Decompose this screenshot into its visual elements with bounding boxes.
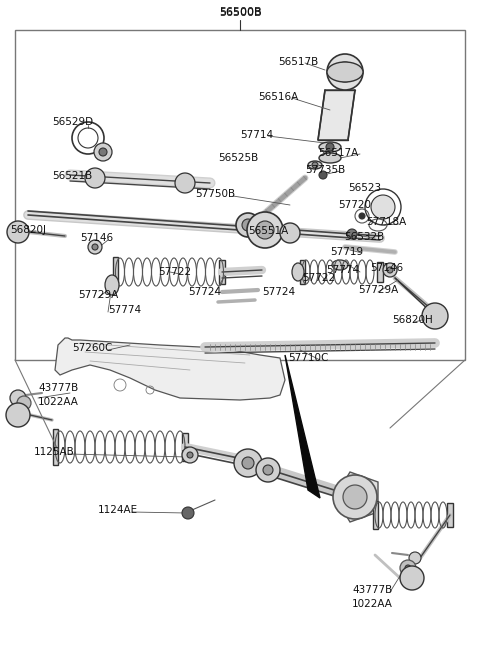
Circle shape	[280, 223, 300, 243]
Circle shape	[256, 458, 280, 482]
Bar	[447, 503, 453, 527]
Text: 1022AA: 1022AA	[38, 397, 79, 407]
Circle shape	[256, 221, 274, 239]
Text: 57735B: 57735B	[305, 165, 345, 175]
Text: 57146: 57146	[80, 233, 113, 243]
Text: 57724: 57724	[188, 287, 221, 297]
Text: 56820J: 56820J	[10, 225, 46, 235]
Polygon shape	[318, 90, 355, 140]
Circle shape	[335, 62, 355, 82]
Text: 56516A: 56516A	[258, 92, 298, 102]
Text: 56529D: 56529D	[52, 117, 93, 127]
Text: 56517B: 56517B	[278, 57, 318, 67]
Bar	[377, 262, 383, 282]
Text: 57710C: 57710C	[288, 353, 328, 363]
Circle shape	[182, 447, 198, 463]
Circle shape	[409, 552, 421, 564]
Circle shape	[312, 162, 318, 168]
Circle shape	[99, 148, 107, 156]
Circle shape	[242, 457, 254, 469]
Circle shape	[359, 213, 365, 219]
Circle shape	[333, 475, 377, 519]
Text: 57719: 57719	[330, 247, 363, 257]
Circle shape	[242, 219, 254, 231]
Bar	[219, 260, 225, 284]
Circle shape	[400, 560, 416, 576]
Text: 56500B: 56500B	[219, 7, 261, 17]
Text: 57722: 57722	[158, 267, 191, 277]
Ellipse shape	[319, 142, 341, 152]
Circle shape	[319, 171, 327, 179]
Circle shape	[175, 173, 195, 193]
Circle shape	[10, 390, 26, 406]
Circle shape	[400, 566, 424, 590]
Circle shape	[187, 452, 193, 458]
Circle shape	[92, 244, 98, 250]
Text: 57750B: 57750B	[195, 189, 235, 199]
Polygon shape	[285, 355, 320, 498]
Text: 57714: 57714	[240, 130, 273, 140]
Ellipse shape	[319, 153, 341, 163]
Text: 56525B: 56525B	[218, 153, 258, 163]
Bar	[182, 433, 188, 461]
Polygon shape	[335, 472, 378, 522]
Polygon shape	[55, 338, 285, 400]
Circle shape	[422, 303, 448, 329]
Circle shape	[343, 485, 367, 509]
Circle shape	[327, 54, 363, 90]
Text: 56500B: 56500B	[219, 8, 261, 18]
Circle shape	[371, 195, 395, 219]
Text: 56517A: 56517A	[318, 148, 358, 158]
Ellipse shape	[327, 62, 363, 82]
Circle shape	[234, 449, 262, 477]
Text: 57729A: 57729A	[358, 285, 398, 295]
Text: 1124AE: 1124AE	[98, 505, 138, 515]
Text: 56523: 56523	[348, 183, 381, 193]
Circle shape	[94, 143, 112, 161]
Circle shape	[88, 240, 102, 254]
Text: 56532B: 56532B	[344, 232, 384, 242]
Text: 1125AB: 1125AB	[34, 447, 75, 457]
Circle shape	[383, 263, 397, 277]
Circle shape	[236, 213, 260, 237]
Text: 56551A: 56551A	[248, 226, 288, 236]
Bar	[53, 429, 58, 465]
Ellipse shape	[308, 161, 322, 169]
Circle shape	[114, 379, 126, 391]
Circle shape	[17, 396, 31, 410]
Text: 1022AA: 1022AA	[352, 599, 393, 609]
Circle shape	[182, 507, 194, 519]
Text: 57774: 57774	[108, 305, 141, 315]
Text: 43777B: 43777B	[38, 383, 78, 393]
Text: 43777B: 43777B	[352, 585, 392, 595]
Text: 57729A: 57729A	[78, 290, 118, 300]
Bar	[113, 257, 118, 287]
Text: 57146: 57146	[370, 263, 403, 273]
Circle shape	[387, 267, 393, 273]
Ellipse shape	[332, 260, 348, 270]
Circle shape	[326, 143, 334, 151]
Text: 56820H: 56820H	[392, 315, 433, 325]
Text: 57718A: 57718A	[366, 217, 406, 227]
Circle shape	[405, 565, 411, 571]
Ellipse shape	[292, 263, 304, 281]
Text: 57722: 57722	[302, 273, 335, 283]
Circle shape	[247, 212, 283, 248]
Text: 57774: 57774	[326, 265, 359, 275]
Bar	[15, 30, 465, 360]
Circle shape	[263, 465, 273, 475]
Text: 56521B: 56521B	[52, 171, 92, 181]
Text: 57724: 57724	[262, 287, 295, 297]
Text: 57260C: 57260C	[72, 343, 112, 353]
Bar	[300, 260, 305, 284]
Circle shape	[85, 168, 105, 188]
Circle shape	[347, 229, 357, 239]
Ellipse shape	[105, 275, 119, 295]
Text: 57720: 57720	[338, 200, 371, 210]
Circle shape	[7, 221, 29, 243]
Circle shape	[6, 403, 30, 427]
Bar	[373, 501, 378, 529]
